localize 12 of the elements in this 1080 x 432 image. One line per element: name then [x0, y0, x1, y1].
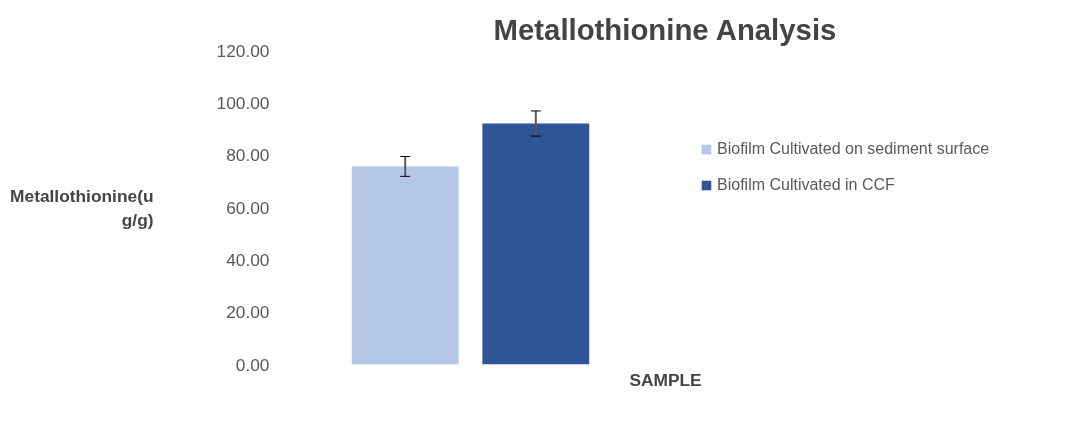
- y-axis-title: Metallothionine(ug/g): [10, 185, 154, 230]
- y-tick-label: 20.00: [226, 302, 270, 323]
- text: Metallothionine Analysis: [493, 12, 837, 46]
- y-tick-label: 100.00: [216, 92, 270, 113]
- y-tick-label: 0.00: [235, 354, 270, 375]
- x-axis-title: SAMPLE: [629, 369, 702, 390]
- y-tick-label: 40.00: [226, 249, 270, 270]
- y-tick-label: 60.00: [226, 197, 270, 218]
- legend-label: Biofilm Cultivated in CCF: [717, 176, 895, 194]
- legend-label: Biofilm Cultivated on sediment surface: [717, 140, 990, 158]
- y-tick-label: 80.00: [226, 145, 270, 166]
- y-tick-label: 120.00: [216, 40, 270, 61]
